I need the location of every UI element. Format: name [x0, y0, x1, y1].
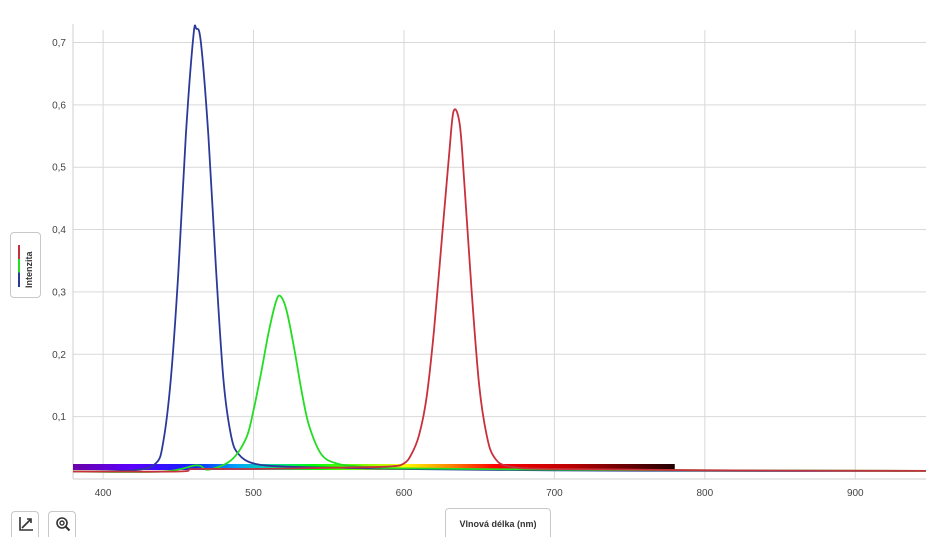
- y-axis-label-box[interactable]: Intenzita: [10, 232, 41, 298]
- series-line-2: [72, 294, 926, 473]
- grid: [73, 30, 926, 479]
- y-tick-label: 0,7: [52, 38, 66, 49]
- y-tick-label: 0,6: [52, 100, 66, 111]
- x-tick-label: 800: [697, 488, 714, 499]
- x-tick-label: 400: [95, 488, 112, 499]
- series-line-1: [72, 24, 926, 473]
- x-axis-label[interactable]: Vlnová délka (nm): [445, 508, 551, 537]
- axes: [72, 24, 926, 480]
- autoscale-icon: [19, 517, 33, 531]
- y-tick-label: 0,3: [52, 287, 66, 298]
- y-tick-label: 0,5: [52, 163, 66, 174]
- x-tick-label: 900: [847, 488, 864, 499]
- x-tick-label: 500: [245, 488, 262, 499]
- y-tick-label: 0,1: [52, 412, 66, 423]
- zoom-icon: [56, 517, 71, 532]
- x-tick-label: 700: [546, 488, 563, 499]
- x-tick-label: 600: [396, 488, 413, 499]
- autoscale-button[interactable]: [11, 511, 39, 537]
- series-color-swatch: [18, 245, 20, 287]
- y-tick-labels: 0,1 0,2 0,3 0,4 0,5 0,6 0,7: [52, 38, 66, 423]
- y-tick-label: 0,4: [52, 225, 66, 236]
- x-tick-labels: 400 500 600 700 800 900: [95, 488, 864, 499]
- series-line-3: [72, 108, 926, 473]
- y-axis-label: Intenzita: [24, 251, 34, 288]
- zoom-button[interactable]: [48, 511, 76, 537]
- y-tick-label: 0,2: [52, 350, 66, 361]
- series-group: [72, 24, 926, 473]
